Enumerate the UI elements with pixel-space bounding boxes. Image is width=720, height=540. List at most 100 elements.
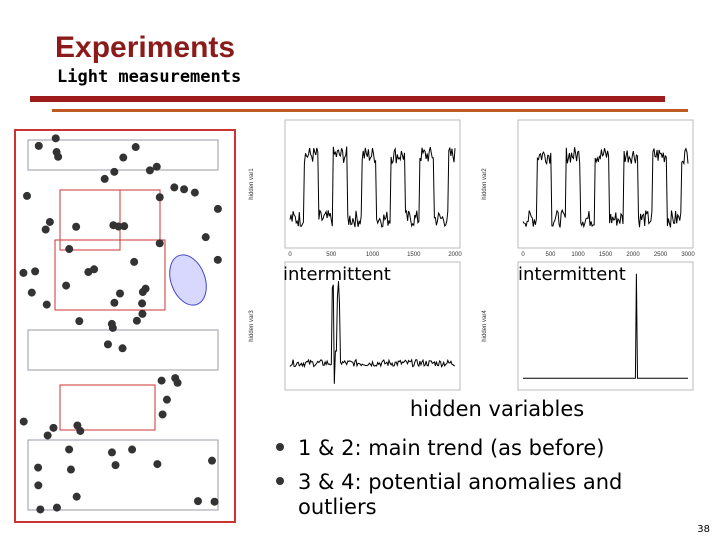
plot-line: [289, 281, 456, 384]
sensor: [152, 162, 161, 171]
sensor: [110, 298, 119, 307]
sensor: [111, 461, 120, 470]
sensor: [52, 148, 61, 157]
plot-x-tick: 1500: [407, 252, 421, 258]
sensor: [128, 445, 137, 454]
sensor: [162, 395, 171, 404]
sensor: [155, 239, 164, 248]
sensor: [73, 421, 82, 430]
plot-x-tick: 3000: [681, 252, 695, 258]
sensor: [130, 257, 139, 266]
sensor: [115, 289, 124, 298]
sensor: [118, 344, 127, 353]
sensor: [62, 281, 71, 290]
plot-x-tick: 1000: [366, 252, 380, 258]
title: Experiments: [55, 31, 235, 64]
sensor: [120, 222, 129, 231]
sensor: [171, 374, 180, 383]
sensor: [131, 143, 140, 152]
sensor: [65, 445, 74, 454]
plot-line: [522, 147, 689, 229]
plot-y-label: hidden var3: [249, 310, 255, 342]
sensor: [52, 503, 61, 512]
sensor: [49, 423, 58, 432]
sensor: [210, 497, 219, 506]
sensor: [145, 166, 154, 175]
sensor: [51, 134, 60, 143]
sensor: [132, 316, 141, 325]
sensor: [84, 268, 93, 277]
page-number: 38: [697, 524, 710, 535]
sensor: [43, 431, 52, 440]
sensor: [19, 417, 28, 426]
sensor: [45, 217, 54, 226]
sensor: [208, 456, 217, 465]
plot-line: [289, 146, 456, 228]
plot-x-tick: 500: [545, 252, 556, 258]
sensor: [138, 309, 147, 318]
sensor: [155, 193, 164, 202]
sensor: [110, 167, 119, 176]
plot-frame: [284, 261, 461, 391]
sensor: [158, 410, 167, 419]
subtitle: Light measurements: [57, 67, 241, 87]
sensor: [42, 300, 51, 309]
sensor: [34, 463, 43, 472]
sensor: [119, 153, 128, 162]
plot-frame: [284, 119, 461, 249]
floor-plan: [14, 129, 236, 523]
plot-y-label: hidden var2: [482, 168, 488, 200]
sensor: [23, 191, 32, 200]
sensor: [114, 222, 123, 231]
plot-x-tick: 0: [288, 252, 292, 258]
sensor: [75, 317, 84, 326]
sensor: [66, 465, 75, 474]
sensor: [36, 505, 45, 514]
plots: hidden var1 0 500 1000 1500 2000 hidden var2 0 5…: [249, 119, 695, 391]
sensor: [100, 174, 109, 183]
sensor: [180, 185, 189, 194]
plot-y-label: hidden var4: [482, 310, 488, 342]
sensor: [27, 288, 36, 297]
plot-frame: [517, 119, 694, 249]
sensor: [65, 245, 74, 254]
plot-x-tick: 2000: [448, 252, 462, 258]
plot-x-tick: 2000: [626, 252, 640, 258]
sensor: [72, 492, 81, 501]
plot-frame: [517, 261, 694, 391]
plot-x-tick: 500: [326, 252, 337, 258]
rule: [52, 109, 688, 112]
plot-x-tick: 1500: [599, 252, 613, 258]
bullet-text: outliers: [298, 495, 377, 519]
sensor: [41, 225, 50, 234]
caption: hidden variables: [410, 397, 584, 421]
sensor: [193, 497, 202, 506]
rule: [30, 96, 665, 102]
bullet: [276, 443, 284, 451]
plot-line: [523, 273, 688, 379]
bullet: [276, 477, 284, 485]
plot-label: intermittent: [518, 264, 626, 285]
sensor: [170, 183, 179, 192]
sensor: [31, 267, 40, 276]
plot-x-tick: 2500: [654, 252, 668, 258]
sensor: [190, 188, 199, 197]
bullet-text: 1 & 2: main trend (as before): [298, 436, 604, 460]
sensor: [138, 299, 147, 308]
sensor: [72, 222, 81, 231]
sensor: [103, 340, 112, 349]
plot-x-tick: 1000: [571, 252, 585, 258]
plot-label: intermittent: [283, 264, 391, 285]
sensor: [157, 376, 166, 385]
plot-x-tick: 0: [521, 252, 525, 258]
sensor: [213, 255, 222, 264]
sensor: [107, 319, 116, 328]
sensor: [34, 481, 43, 490]
sensor: [201, 233, 210, 242]
plot-y-label: hidden var1: [249, 168, 255, 200]
sensor: [153, 460, 162, 469]
sensor: [34, 141, 43, 150]
bullet-text: 3 & 4: potential anomalies and: [298, 470, 622, 494]
sensor: [213, 204, 222, 213]
